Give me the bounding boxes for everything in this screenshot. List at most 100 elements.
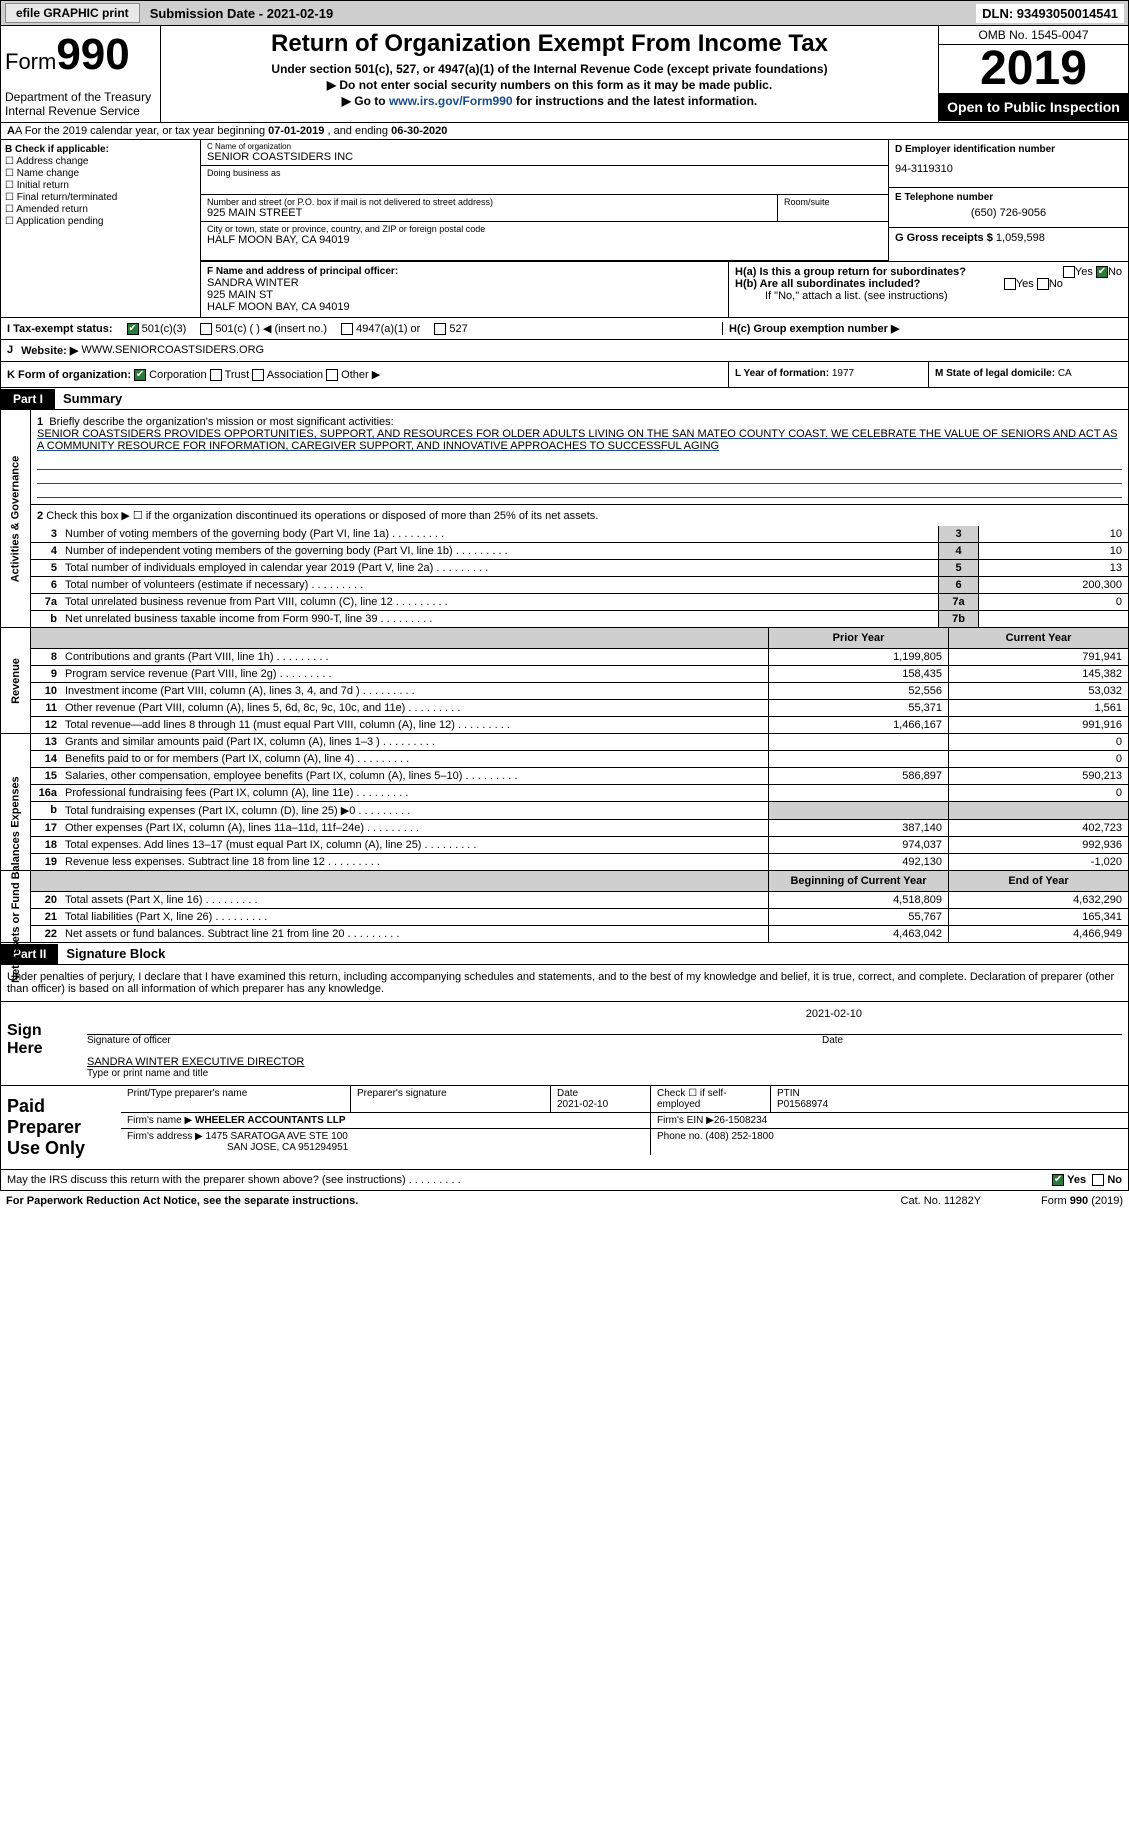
ha-yes[interactable] — [1063, 266, 1075, 278]
b-item[interactable]: ☐ Initial return — [5, 180, 196, 191]
sign-here-block: Sign Here 2021-02-10 Signature of office… — [0, 1002, 1129, 1086]
revenue-row: 8Contributions and grants (Part VIII, li… — [31, 649, 1128, 666]
rowa-pre: A For the 2019 calendar year, or tax yea… — [15, 125, 268, 137]
501c3-check[interactable]: ✔ — [127, 323, 139, 335]
sig-officer-label: Signature of officer — [87, 1035, 822, 1046]
part2-title: Signature Block — [58, 943, 173, 964]
org-name-label: C Name of organization — [207, 142, 882, 151]
mission-text: SENIOR COASTSIDERS PROVIDES OPPORTUNITIE… — [37, 428, 1117, 452]
other-label: Other ▶ — [341, 369, 380, 381]
form-footer: 990 — [1070, 1195, 1088, 1207]
instruction-2: ▶ Go to www.irs.gov/Form990 for instruct… — [165, 94, 934, 108]
expense-row: 18Total expenses. Add lines 13–17 (must … — [31, 837, 1128, 854]
part1-title: Summary — [55, 388, 130, 409]
expense-row: 15Salaries, other compensation, employee… — [31, 768, 1128, 785]
revenue-row: 11Other revenue (Part VIII, column (A), … — [31, 700, 1128, 717]
officer-addr2: HALF MOON BAY, CA 94019 — [207, 301, 722, 313]
net-row: 22Net assets or fund balances. Subtract … — [31, 926, 1128, 942]
instr2-post: for instructions and the latest informat… — [513, 94, 758, 108]
discuss-no[interactable] — [1092, 1174, 1104, 1186]
officer-name-title: SANDRA WINTER EXECUTIVE DIRECTOR — [87, 1056, 1122, 1068]
discuss-question: May the IRS discuss this return with the… — [7, 1174, 461, 1186]
discuss-yes[interactable]: ✔ — [1052, 1174, 1064, 1186]
sig-date-value: 2021-02-10 — [87, 1008, 1122, 1020]
instr2-pre: ▶ Go to — [342, 94, 389, 108]
form-number: 990 — [56, 30, 129, 79]
gov-row: 6Total number of volunteers (estimate if… — [31, 577, 1128, 594]
b-item[interactable]: ☐ Final return/terminated — [5, 192, 196, 203]
4947-check[interactable] — [341, 323, 353, 335]
other-check[interactable] — [326, 369, 338, 381]
expense-row: 14Benefits paid to or for members (Part … — [31, 751, 1128, 768]
l-value: 1977 — [832, 368, 854, 379]
prep-date-label: Date — [557, 1088, 578, 1099]
addr-label: Number and street (or P.O. box if mail i… — [207, 197, 771, 207]
officer-label: F Name and address of principal officer: — [207, 266, 722, 277]
firm-phone-value: (408) 252-1800 — [705, 1131, 773, 1142]
irs-link[interactable]: www.irs.gov/Form990 — [389, 94, 513, 108]
prep-date-value: 2021-02-10 — [557, 1099, 608, 1110]
hb-yes[interactable] — [1004, 278, 1016, 290]
trust-check[interactable] — [210, 369, 222, 381]
dln-label: DLN: 93493050014541 — [976, 4, 1124, 23]
form-title: Return of Organization Exempt From Incom… — [165, 30, 934, 58]
gov-row: bNet unrelated business taxable income f… — [31, 611, 1128, 627]
cat-no: Cat. No. 11282Y — [901, 1195, 982, 1207]
sign-here-label: Sign Here — [1, 1002, 81, 1085]
tel-value: (650) 726-9056 — [895, 203, 1122, 223]
sig-date-label: Date — [822, 1035, 1122, 1046]
501c-check[interactable] — [200, 323, 212, 335]
footer-line: For Paperwork Reduction Act Notice, see … — [0, 1191, 1129, 1211]
corp-check[interactable]: ✔ — [134, 369, 146, 381]
b-item[interactable]: ☐ Name change — [5, 168, 196, 179]
net-row: 21Total liabilities (Part X, line 26)55,… — [31, 909, 1128, 926]
527-check[interactable] — [434, 323, 446, 335]
assoc-check[interactable] — [252, 369, 264, 381]
paid-preparer-label: Paid Preparer Use Only — [1, 1086, 121, 1169]
hb-no[interactable] — [1037, 278, 1049, 290]
activities-governgovernance-section: Activities & Governance 1 Briefly descri… — [0, 410, 1129, 628]
yes-label: Yes — [1067, 1174, 1086, 1186]
revenue-row: 9Program service revenue (Part VIII, lin… — [31, 666, 1128, 683]
gross-value: 1,059,598 — [996, 232, 1045, 244]
k-label: K Form of organization: — [7, 369, 131, 381]
current-year-hdr: Current Year — [948, 628, 1128, 648]
gov-side-label: Activities & Governance — [10, 455, 22, 582]
address: 925 MAIN STREET — [207, 207, 771, 219]
hc-row: H(c) Group exemption number ▶ — [722, 322, 1122, 335]
gov-row: 4Number of independent voting members of… — [31, 543, 1128, 560]
b-item[interactable]: ☐ Amended return — [5, 204, 196, 215]
klm-row: K Form of organization: ✔ Corporation Tr… — [0, 362, 1129, 388]
527-label: 527 — [449, 323, 467, 335]
j-label: J — [7, 344, 13, 357]
revenue-row: 12Total revenue—add lines 8 through 11 (… — [31, 717, 1128, 733]
discuss-row: May the IRS discuss this return with the… — [0, 1170, 1129, 1191]
website-row: J Website: ▶ WWW.SENIORCOASTSIDERS.ORG — [0, 340, 1129, 362]
prep-sig-label: Preparer's signature — [351, 1086, 551, 1112]
firm-ein-label: Firm's EIN ▶ — [657, 1115, 714, 1126]
signature-declaration: Under penalties of perjury, I declare th… — [0, 965, 1129, 1002]
part1-tag: Part I — [1, 389, 55, 409]
efile-button[interactable]: efile GRAPHIC print — [5, 3, 140, 23]
dept-label: Department of the Treasury Internal Reve… — [5, 80, 156, 118]
end-year-hdr: End of Year — [948, 871, 1128, 891]
website-value[interactable]: WWW.SENIORCOASTSIDERS.ORG — [81, 344, 264, 357]
trust-label: Trust — [225, 369, 250, 381]
b-item[interactable]: ☐ Address change — [5, 156, 196, 167]
gov-row: 3Number of voting members of the governi… — [31, 526, 1128, 543]
rowa-mid: , and ending — [324, 125, 391, 137]
mission-num: 1 — [37, 416, 43, 428]
ein-label: D Employer identification number — [895, 144, 1122, 155]
paid-preparer-block: Paid Preparer Use Only Print/Type prepar… — [0, 1086, 1129, 1170]
b-item[interactable]: ☐ Application pending — [5, 216, 196, 227]
expense-row: bTotal fundraising expenses (Part IX, co… — [31, 802, 1128, 820]
ha-no[interactable]: ✔ — [1096, 266, 1108, 278]
revenue-row: 10Investment income (Part VIII, column (… — [31, 683, 1128, 700]
officer-addr1: 925 MAIN ST — [207, 289, 722, 301]
firm-addr2-value: SAN JOSE, CA 951294951 — [127, 1142, 348, 1153]
self-emp-label[interactable]: Check ☐ if self-employed — [651, 1086, 771, 1112]
gov-row: 7aTotal unrelated business revenue from … — [31, 594, 1128, 611]
expense-row: 13Grants and similar amounts paid (Part … — [31, 734, 1128, 751]
net-row: 20Total assets (Part X, line 16)4,518,80… — [31, 892, 1128, 909]
gov-row: 5Total number of individuals employed in… — [31, 560, 1128, 577]
